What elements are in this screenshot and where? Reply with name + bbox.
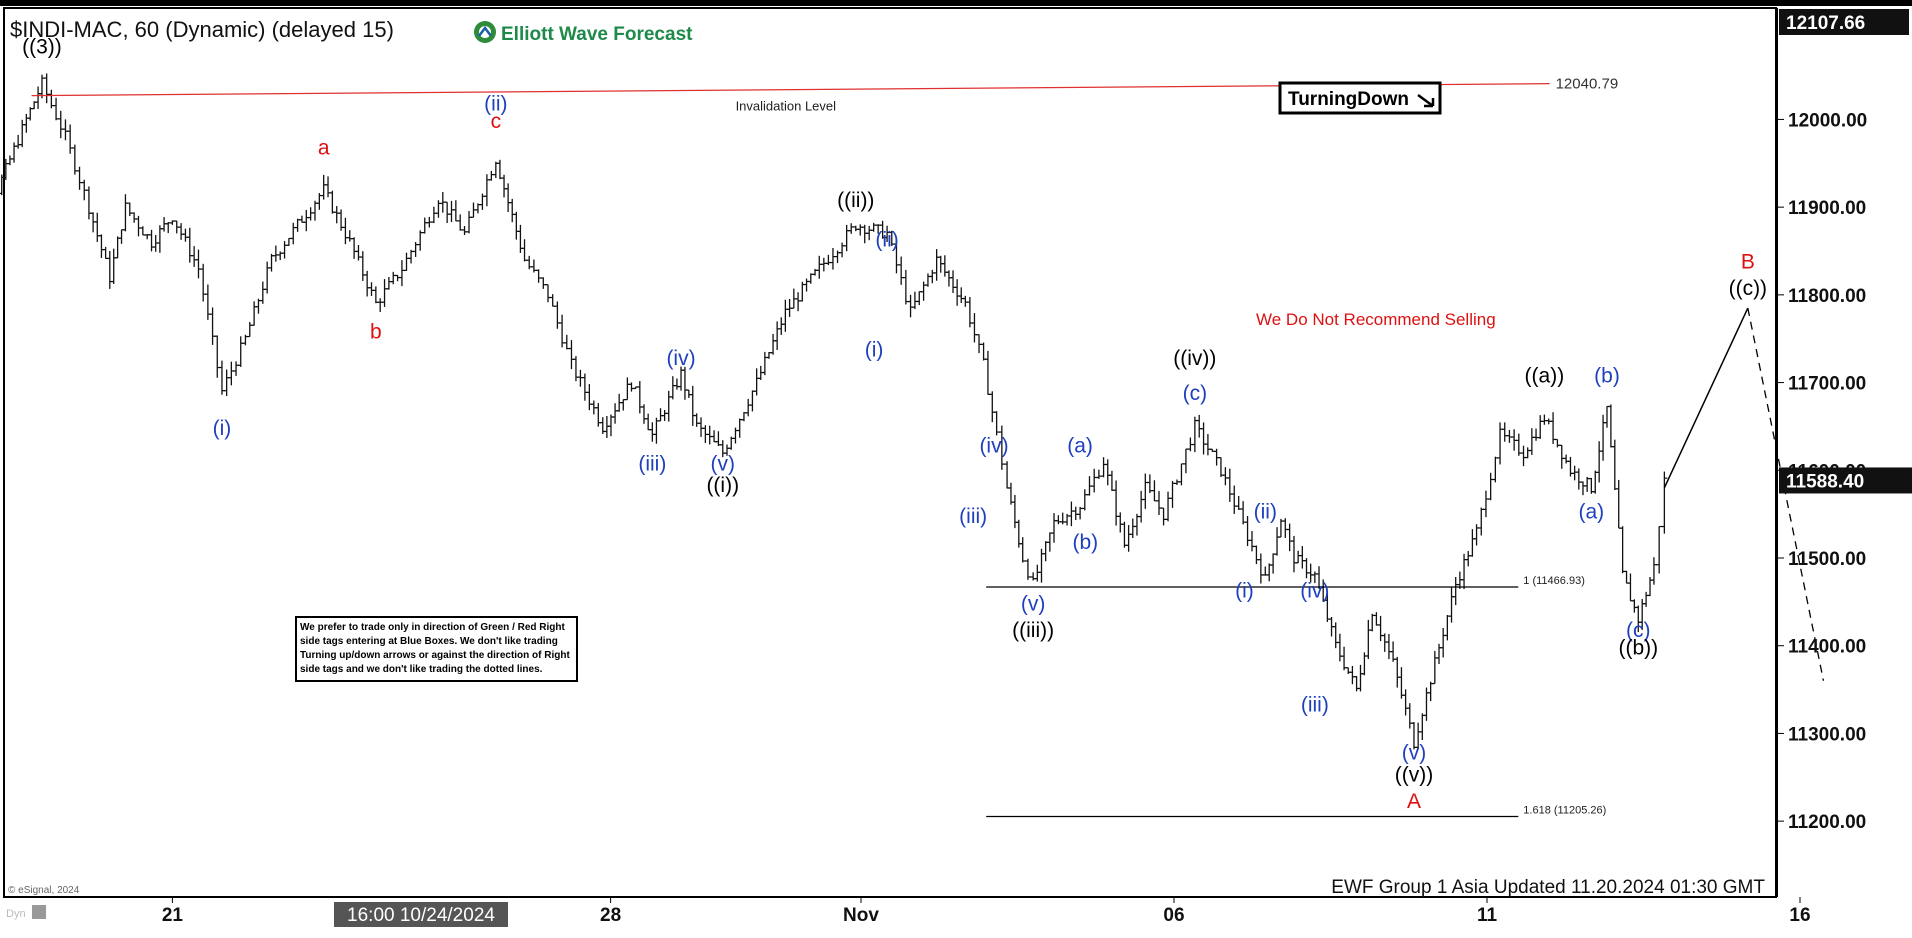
wave-label: c: [491, 110, 502, 133]
invalidation-caption: Invalidation Level: [736, 99, 837, 114]
price-tick-label: 11800.00: [1788, 286, 1866, 307]
wave-label: ((v)): [1395, 764, 1433, 787]
projection-solid-line: [1663, 307, 1749, 489]
time-axis: 21 28 Nov 06 11 16: [162, 897, 1811, 926]
wave-label: ((ii)): [837, 189, 874, 212]
disclaimer-line: side tags and we don't like trading the …: [300, 664, 543, 675]
price-tick-label: 11500.00: [1788, 549, 1866, 570]
projection-dashed-line: [1747, 307, 1825, 681]
wave-label: A: [1407, 790, 1421, 813]
time-tick-label: Nov: [843, 905, 879, 926]
disclaimer-line: Turning up/down arrows or against the di…: [300, 650, 570, 661]
wave-label: (iii): [959, 505, 987, 528]
fib-level-label: 1.618 (11205.26): [1523, 805, 1606, 817]
wave-label: (i): [213, 417, 232, 440]
copyright-text: © eSignal, 2024: [8, 885, 80, 896]
disclaimer-line: side tags entering at Blue Boxes. We don…: [300, 636, 558, 647]
wave-label: (ii): [484, 93, 507, 116]
update-note: EWF Group 1 Asia Updated 11.20.2024 01:3…: [1331, 877, 1765, 898]
wave-label: (iii): [1301, 694, 1329, 717]
price-tick-label: 12000.00: [1788, 110, 1867, 131]
wave-label: (c): [1183, 382, 1208, 405]
price-axis: 11200.0011300.0011400.0011500.0011600.00…: [1778, 9, 1912, 833]
wave-label: b: [370, 321, 382, 344]
price-tick-label: 11400.00: [1788, 637, 1866, 658]
symbol-title: $INDI-MAC, 60 (Dynamic) (delayed 15): [10, 17, 394, 42]
disclaimer-line: We prefer to trade only in direction of …: [300, 622, 566, 633]
wave-label: ((iv)): [1173, 347, 1216, 370]
wave-label: (a): [1578, 501, 1604, 524]
wave-label: (i): [865, 338, 884, 361]
wave-label: ((i)): [706, 474, 739, 497]
arrow-down-right-icon: [1417, 93, 1435, 108]
recommendation-text: We Do Not Recommend Selling: [1256, 310, 1496, 329]
price-tick-label: 11300.00: [1788, 724, 1866, 745]
turning-down-label: TurningDown: [1288, 89, 1409, 110]
time-tick-label: 28: [600, 905, 621, 926]
wave-label: (c): [1626, 619, 1651, 642]
wave-label: ((c)): [1729, 277, 1767, 300]
time-tick-label: 06: [1163, 905, 1184, 926]
wave-label: ((b)): [1618, 636, 1658, 659]
brand-name: Elliott Wave Forecast: [501, 24, 693, 45]
top-price-label: 12107.66: [1786, 13, 1865, 34]
fib-level-label: 1 (11466.93): [1523, 575, 1585, 587]
turning-down-badge: TurningDown: [1278, 81, 1442, 115]
projection: [1663, 307, 1825, 681]
wave-label: (ii): [875, 229, 898, 252]
crosshair-time-label: 16:00 10/24/2024: [347, 905, 495, 926]
wave-label: (b): [1072, 531, 1098, 554]
wave-label: (iv): [666, 347, 695, 370]
price-tick-label: 11900.00: [1788, 198, 1866, 219]
top-price-box: [1779, 9, 1909, 35]
invalidation-value-label: 12040.79: [1556, 76, 1619, 93]
wave-label: (b): [1594, 365, 1620, 388]
wave-label: ((a)): [1525, 365, 1565, 388]
wave-label: ((iii)): [1012, 619, 1054, 642]
plot-frame: [3, 7, 1777, 898]
wave-label: (v): [1402, 742, 1427, 765]
settings-icon[interactable]: [32, 905, 46, 919]
wave-label: a: [318, 137, 330, 160]
wave-label: ((3)): [22, 36, 62, 59]
wave-label: (v): [711, 452, 736, 475]
time-tick-label: 16: [1789, 905, 1810, 926]
crosshair-time-box: [334, 902, 508, 927]
brand-logo: Elliott Wave Forecast: [474, 21, 693, 45]
wave-label: (iv): [1300, 579, 1329, 602]
price-tick-label: 11200.00: [1788, 812, 1866, 833]
wave-label: (ii): [1254, 501, 1277, 524]
price-bars: [0, 73, 1668, 750]
disclaimer-box: We prefer to trade only in direction of …: [295, 616, 578, 682]
wave-label: (v): [1021, 593, 1046, 616]
last-price-label: 11588.40: [1786, 471, 1864, 492]
wave-labels: ((3))(i)ab(ii)c(iii)(iv)(v)((i))((ii))(i…: [22, 36, 1767, 813]
wave-label: (iv): [979, 435, 1008, 458]
wave-label: (a): [1067, 435, 1093, 458]
dyn-label: Dyn: [6, 908, 26, 920]
last-price-box: [1779, 467, 1912, 494]
wave-label: B: [1741, 251, 1755, 274]
price-tick-label: 11700.00: [1788, 374, 1866, 395]
time-tick-label: 11: [1477, 905, 1498, 926]
wave-label: (iii): [638, 452, 666, 475]
time-tick-label: 21: [162, 905, 184, 926]
top-border: [0, 0, 1912, 6]
wave-label: (i): [1235, 579, 1254, 602]
